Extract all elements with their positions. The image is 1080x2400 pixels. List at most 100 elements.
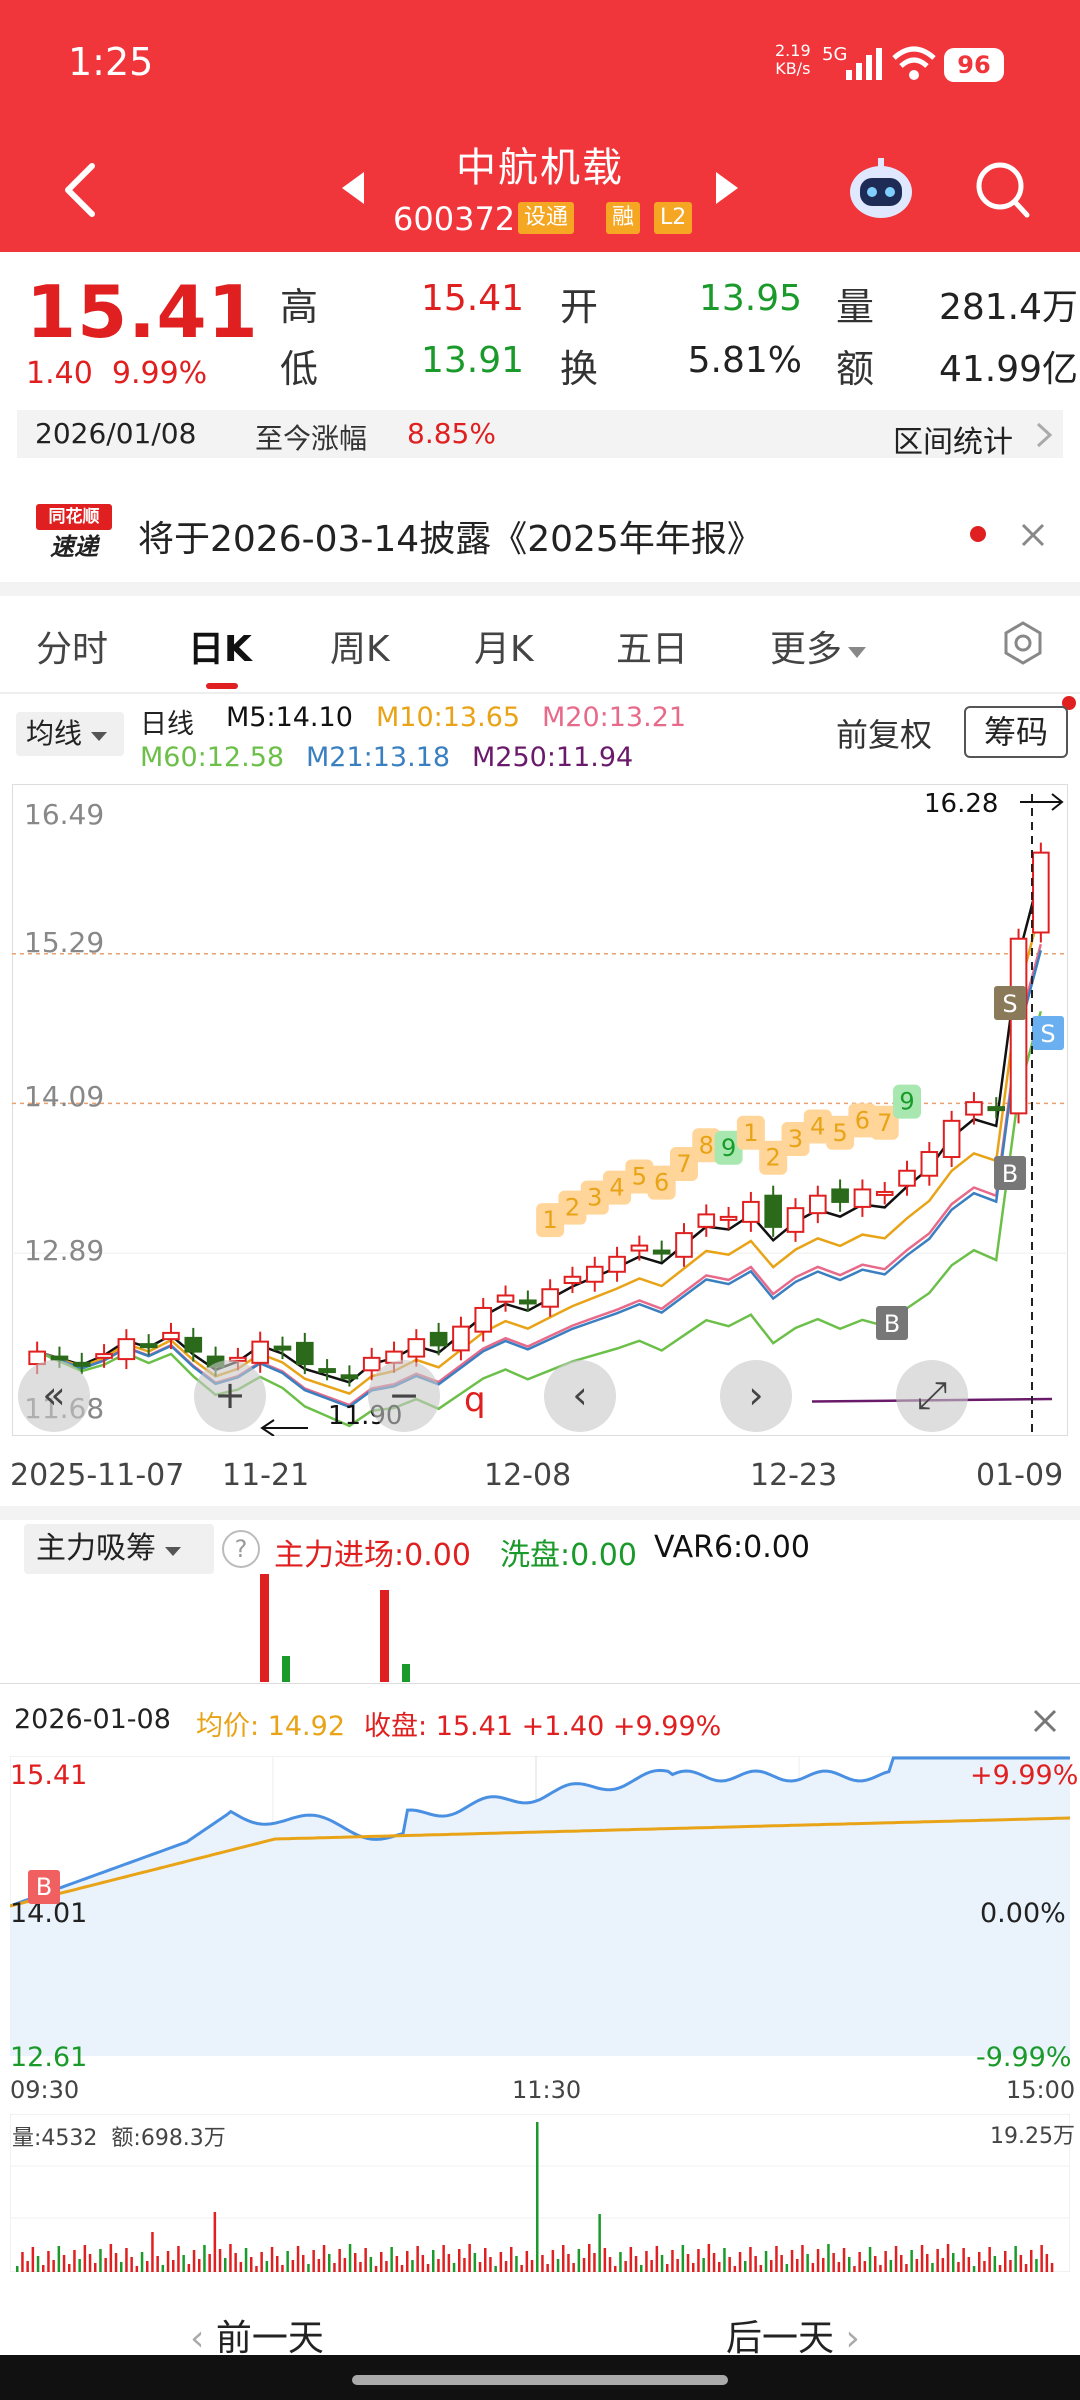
close-icon[interactable] (1020, 522, 1046, 548)
next-stock-icon[interactable] (714, 170, 740, 206)
signal-badge (669, 1146, 698, 1181)
volume-bar (822, 2258, 825, 2272)
scroll-left-button[interactable]: ‹ (544, 1360, 616, 1432)
volume-bar (203, 2245, 206, 2272)
signal-label: 4 (803, 1109, 832, 1144)
intraday-chart (10, 1756, 1070, 2056)
volume-bar (848, 2257, 851, 2272)
volume-bar (546, 2264, 549, 2272)
signal-badge (603, 1170, 632, 1205)
volume-bar (47, 2251, 50, 2272)
volume-bar (255, 2266, 258, 2272)
y-tick-label: 12.89 (24, 1234, 104, 1267)
adjust-option[interactable]: 前复权 (836, 716, 933, 754)
close-icon[interactable] (1032, 1708, 1058, 1734)
volume-bar (26, 2261, 29, 2272)
low-label: 低 (280, 347, 319, 391)
tag-shetong[interactable]: 设通 (518, 202, 575, 234)
tab-daily-k[interactable]: 日K (188, 629, 252, 670)
tag-rong[interactable]: 融 (606, 202, 641, 234)
volume-bar (676, 2259, 679, 2272)
tab-weekly-k[interactable]: 周K (330, 629, 390, 670)
candle-body (585, 1265, 604, 1283)
volume-bar (218, 2249, 222, 2272)
battery-indicator: 96 (944, 48, 1004, 82)
candle-body (898, 1169, 916, 1187)
prev-day-button[interactable]: ‹ 前一天 (190, 2318, 324, 2359)
volume-bar (572, 2263, 575, 2272)
volume-bar (551, 2250, 555, 2272)
fullscreen-button[interactable]: ⤢ (896, 1360, 968, 1432)
scroll-left-fast-button[interactable]: « (18, 1360, 90, 1432)
intraday-vol-label: 量:4532 额:698.3万 (12, 2126, 226, 2151)
tab-monthly-k[interactable]: 月K (474, 629, 534, 670)
volume-bar (874, 2256, 877, 2272)
volume-bar (312, 2250, 315, 2272)
volume-bar (421, 2255, 425, 2272)
candle-body (519, 1299, 537, 1305)
signal-label: 4 (603, 1170, 632, 1205)
tab-five-day[interactable]: 五日 (616, 629, 689, 670)
volume-bar (957, 2262, 960, 2272)
settings-icon[interactable] (1000, 620, 1046, 666)
volume-bar (790, 2250, 794, 2272)
volume-bar (317, 2259, 321, 2272)
volume-bar (473, 2253, 477, 2272)
volume-bar (624, 2261, 627, 2272)
trade-signal-text: B (1002, 1160, 1018, 1188)
volume-bar (395, 2256, 399, 2272)
notice-banner[interactable]: 同花顺 速递 将于2026-03-14披露《2025年年报》 (0, 480, 1080, 582)
zoom-in-button[interactable]: + (194, 1360, 266, 1432)
volume-bar (504, 2261, 508, 2272)
volume-bar (603, 2248, 607, 2272)
signal-text: 1 (543, 1206, 558, 1234)
candle-body (831, 1188, 849, 1203)
volume-bar (94, 2263, 97, 2272)
ma-selector[interactable]: 均线 (16, 712, 124, 756)
prev-stock-icon[interactable] (340, 170, 366, 206)
volume-bar (588, 2244, 591, 2272)
candle-body (295, 1341, 314, 1366)
signal-text: 7 (877, 1109, 892, 1137)
x-tick-label: 2025-11-07 (10, 1458, 185, 1493)
signal-text: 4 (810, 1113, 825, 1141)
candle-body (273, 1345, 292, 1351)
robot-assistant-icon[interactable] (846, 152, 916, 222)
search-icon[interactable] (974, 160, 1030, 220)
volume-bar (520, 2265, 523, 2272)
back-icon[interactable] (60, 160, 100, 220)
range-stats-bar[interactable]: 2026/01/08 至今涨幅 8.85% 区间统计 (17, 410, 1063, 460)
indicator-wash-value: 洗盘:0.00 (500, 1538, 637, 1573)
volume-bar (764, 2251, 768, 2272)
signal-badge (558, 1190, 587, 1225)
scroll-right-button[interactable]: › (720, 1360, 792, 1432)
volume-bar (432, 2250, 435, 2272)
ma-kind: 日线 (140, 709, 194, 740)
high-label: 高 (280, 285, 319, 329)
help-icon[interactable]: ? (222, 1530, 260, 1568)
indicator-selector[interactable]: 主力吸筹 (24, 1524, 214, 1574)
signal-badge (625, 1159, 654, 1194)
trade-signal-text: B (884, 1310, 900, 1338)
volume-bar (400, 2265, 404, 2272)
volume-bar (978, 2252, 981, 2272)
volume-bar (640, 2265, 643, 2272)
volume-bar (692, 2263, 695, 2272)
home-indicator[interactable] (352, 2375, 728, 2385)
signal-text: 3 (788, 1125, 803, 1153)
tab-more[interactable]: 更多 (770, 620, 868, 672)
candle-body (139, 1343, 158, 1349)
tag-l2[interactable]: L2 (654, 202, 693, 234)
divider (0, 692, 1080, 694)
signal-text: 1 (743, 1119, 758, 1147)
ma5-line (36, 870, 1043, 1384)
volume-bar (827, 2244, 830, 2272)
tab-intraday[interactable]: 分时 (36, 629, 109, 670)
zoom-out-button[interactable]: − (368, 1360, 440, 1432)
chips-button[interactable]: 筹码 (964, 706, 1068, 758)
intraday-volume-chart (10, 2114, 1070, 2272)
next-day-button[interactable]: 后一天 › (726, 2318, 860, 2359)
volume-bar (900, 2255, 903, 2272)
volume-bar (582, 2258, 586, 2272)
